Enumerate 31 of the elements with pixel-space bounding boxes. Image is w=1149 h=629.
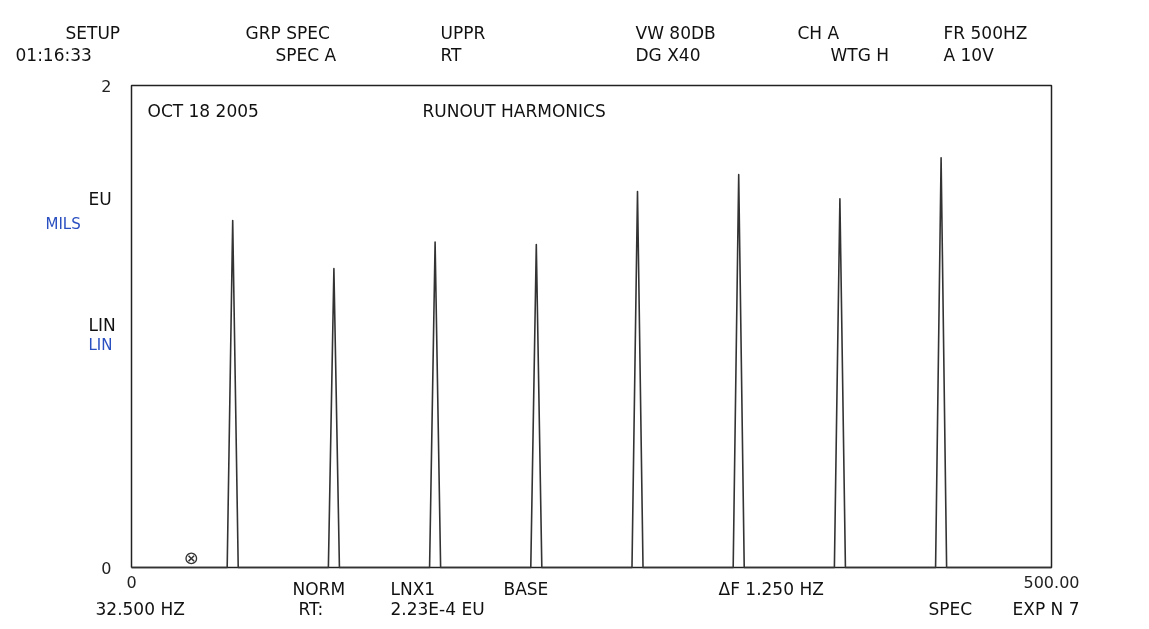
text: VW 80DB — [635, 22, 716, 43]
text: SPEC — [928, 598, 973, 619]
text: WTG H — [830, 44, 890, 65]
line-series — [130, 157, 1053, 569]
text: 32.500 HZ — [95, 598, 185, 619]
text: EU — [88, 188, 112, 209]
text: RUNOUT HARMONICS — [422, 100, 606, 121]
text: RT — [440, 44, 463, 65]
text: BASE — [503, 578, 549, 599]
text: A 10V — [943, 44, 995, 65]
text: EXP N 7 — [1012, 598, 1080, 619]
text: FR 500HZ — [943, 22, 1028, 43]
text: GRP SPEC — [245, 22, 330, 43]
text: NORM — [292, 578, 346, 599]
x-tick-label: 500.00 — [1023, 572, 1080, 592]
annotation: OCT 18 2005 — [147, 100, 259, 121]
text: LNX1 — [390, 578, 436, 599]
text: DG X40 — [635, 44, 701, 65]
text: LIN — [88, 314, 116, 335]
text: ΔF 1.250 HZ — [718, 578, 824, 599]
text: SETUP — [65, 22, 121, 43]
text: SPEC A — [275, 44, 337, 65]
text: RT: — [298, 598, 324, 619]
annotation: ⊗ — [183, 546, 199, 568]
y-tick-label: 2 — [101, 76, 112, 96]
text: 2.23E-4 EU — [390, 598, 485, 619]
text: LIN — [88, 335, 113, 354]
text: UPPR — [440, 22, 486, 43]
text: 01:16:33 — [15, 44, 92, 65]
text: MILS — [45, 214, 81, 233]
text: CH A — [797, 22, 840, 43]
